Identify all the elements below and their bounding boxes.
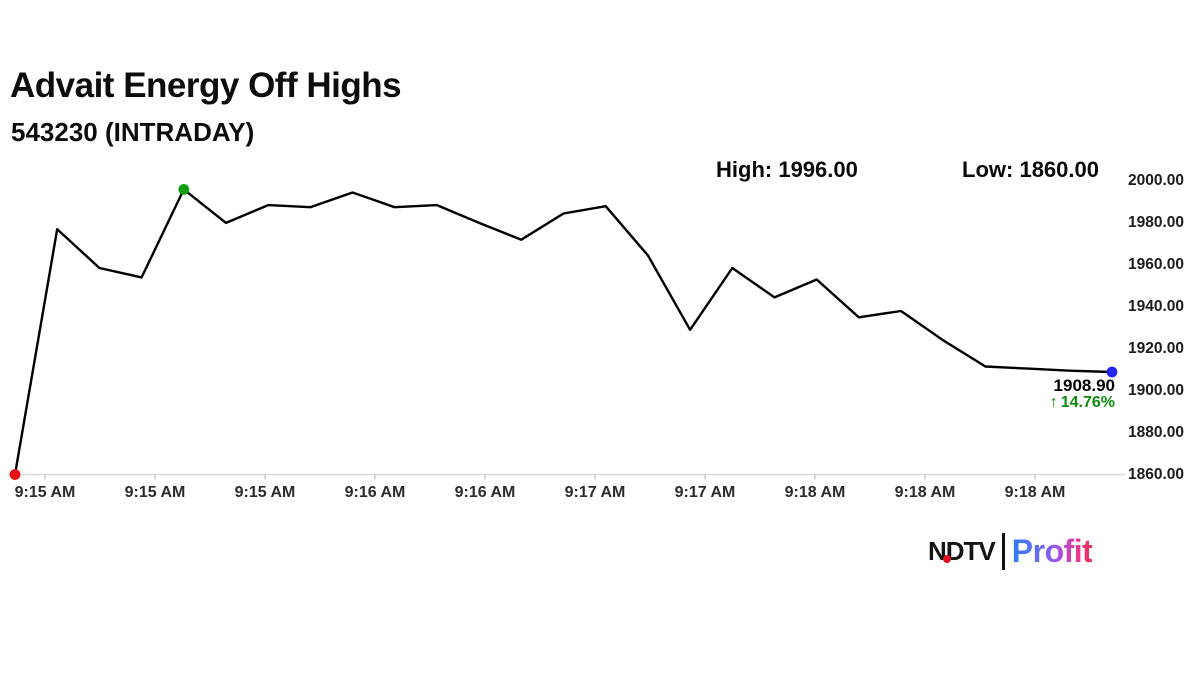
high-marker-dot <box>178 184 190 195</box>
x-tick-label: 9:18 AM <box>784 484 846 501</box>
logo-separator-bar <box>1001 532 1005 570</box>
change-percent-badge: ↑ 14.76% <box>1050 394 1115 412</box>
ndtv-profit-logo: NDTV Profit <box>928 531 1093 571</box>
x-tick-label: 9:15 AM <box>14 484 76 501</box>
price-line <box>13 188 1114 476</box>
start-marker-dot <box>9 469 21 480</box>
stock-code-subtitle: 543230 (INTRADAY) <box>11 117 255 147</box>
y-tick-label: 1860.00 <box>1128 466 1185 483</box>
low-stat: Low: 1860.00 <box>962 157 1099 183</box>
ndtv-wordmark: NDTV <box>928 535 996 567</box>
y-tick-label: 1980.00 <box>1128 214 1185 231</box>
x-tick-label: 9:16 AM <box>454 484 516 501</box>
high-stat: High: 1996.00 <box>716 157 858 183</box>
y-tick-label: 1960.00 <box>1128 256 1185 273</box>
y-tick-label: 1880.00 <box>1128 424 1185 441</box>
last-price-label: 1908.90 <box>1053 376 1115 395</box>
ndtv-red-dot-icon <box>943 554 951 563</box>
x-tick-label: 9:16 AM <box>344 484 406 501</box>
x-tick-label: 9:18 AM <box>894 484 956 501</box>
high-stat-value: 1996.00 <box>778 157 858 182</box>
y-tick-label: 1900.00 <box>1128 382 1185 399</box>
up-arrow-icon: ↑ <box>1049 394 1058 411</box>
y-tick-label: 1920.00 <box>1128 340 1185 357</box>
y-tick-label: 1940.00 <box>1128 298 1185 315</box>
x-tick-label: 9:17 AM <box>674 484 736 501</box>
low-stat-value: 1860.00 <box>1019 157 1099 182</box>
x-tick-label: 9:15 AM <box>234 484 296 501</box>
ndtv-text: NDTV <box>928 535 996 566</box>
change-percent-value: 14.76% <box>1060 394 1115 411</box>
page-title: Advait Energy Off Highs <box>10 66 402 105</box>
x-tick-label: 9:17 AM <box>564 484 626 501</box>
x-tick-label: 9:15 AM <box>124 484 186 501</box>
profit-wordmark: Profit <box>1011 532 1093 569</box>
high-stat-label: High: <box>716 157 773 182</box>
low-stat-label: Low: <box>962 157 1014 182</box>
x-tick-label: 9:18 AM <box>1004 484 1066 501</box>
y-tick-label: 2000.00 <box>1128 172 1185 189</box>
end-marker-dot <box>1106 366 1118 378</box>
